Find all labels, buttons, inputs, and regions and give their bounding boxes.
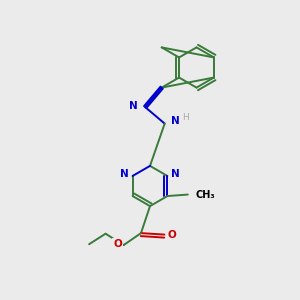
Text: O: O <box>113 239 122 249</box>
Text: N: N <box>171 116 180 126</box>
Text: N: N <box>171 169 180 179</box>
Text: N: N <box>120 169 129 179</box>
Text: CH₃: CH₃ <box>195 190 215 200</box>
Text: H: H <box>182 112 189 122</box>
Text: N: N <box>129 100 138 111</box>
Text: O: O <box>167 230 176 240</box>
